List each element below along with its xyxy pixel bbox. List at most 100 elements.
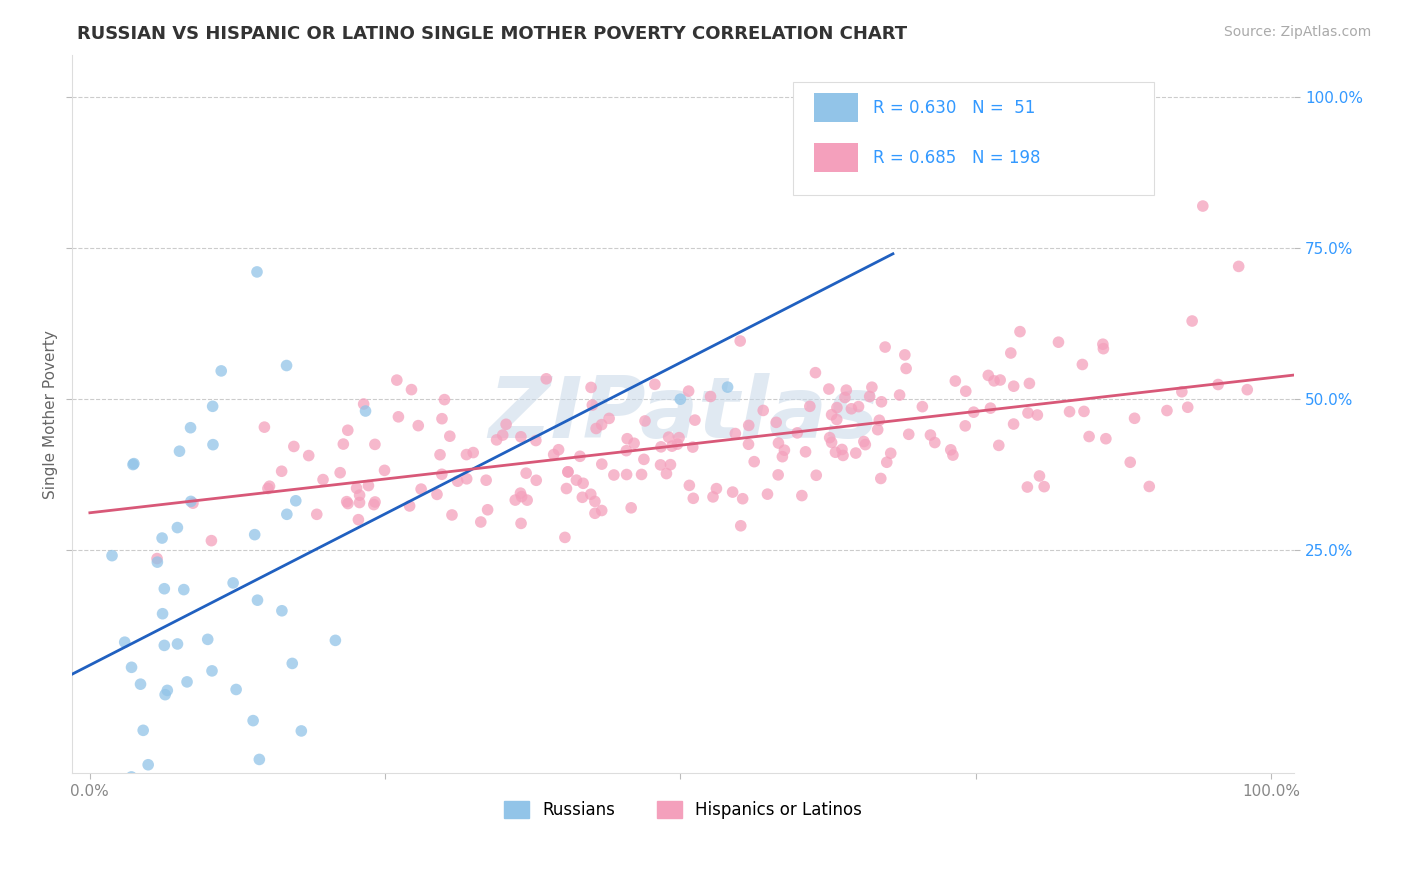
Point xyxy=(939,442,962,457)
Point xyxy=(756,487,779,501)
Point xyxy=(659,458,682,472)
Point xyxy=(129,677,152,691)
Point xyxy=(579,487,602,501)
Point xyxy=(387,409,409,424)
Point xyxy=(1059,405,1081,419)
Point xyxy=(894,348,917,362)
Point xyxy=(148,784,170,798)
Point xyxy=(669,392,692,407)
Point xyxy=(332,437,354,451)
Point xyxy=(222,575,245,590)
Point xyxy=(616,467,638,482)
Point xyxy=(433,392,456,407)
Point xyxy=(509,430,531,444)
Point xyxy=(728,334,751,348)
Point xyxy=(786,425,808,440)
Point xyxy=(831,442,853,457)
Point xyxy=(841,401,863,416)
Point xyxy=(987,438,1010,452)
Point xyxy=(623,436,645,450)
Point xyxy=(583,506,606,520)
Point xyxy=(290,723,312,738)
Point xyxy=(620,500,643,515)
Point xyxy=(866,423,889,437)
Point xyxy=(101,784,124,798)
Point xyxy=(165,784,187,798)
Point xyxy=(354,404,377,418)
Point xyxy=(1181,314,1204,328)
Point xyxy=(554,530,576,544)
Point xyxy=(247,752,270,766)
Point xyxy=(201,664,224,678)
Point xyxy=(276,508,298,522)
Point xyxy=(153,688,176,702)
Point xyxy=(373,463,395,477)
Point xyxy=(209,364,232,378)
Point xyxy=(257,482,280,496)
Point xyxy=(120,770,142,784)
Point xyxy=(721,485,744,500)
Point xyxy=(616,432,638,446)
Point xyxy=(894,361,917,376)
Point xyxy=(411,482,433,496)
Point xyxy=(875,340,897,354)
Point xyxy=(790,489,813,503)
Point xyxy=(129,784,152,798)
Point xyxy=(447,474,470,488)
Point xyxy=(1191,199,1213,213)
Point xyxy=(336,494,359,508)
Point xyxy=(724,426,747,441)
Point xyxy=(644,377,666,392)
Point xyxy=(281,657,304,671)
Point xyxy=(661,439,683,453)
Point xyxy=(485,433,508,447)
Point xyxy=(765,415,787,429)
Point xyxy=(357,478,380,492)
Point xyxy=(766,467,789,482)
Point xyxy=(1002,417,1025,431)
Point xyxy=(1123,411,1146,425)
Point xyxy=(510,516,533,531)
Point xyxy=(298,449,321,463)
Point xyxy=(430,467,453,482)
Point xyxy=(565,473,588,487)
Point xyxy=(794,445,817,459)
Point xyxy=(173,582,195,597)
Point xyxy=(1206,377,1229,392)
Point xyxy=(166,520,188,534)
Point xyxy=(742,455,765,469)
Point xyxy=(1033,480,1056,494)
Y-axis label: Single Mother Poverty: Single Mother Poverty xyxy=(44,330,58,499)
Text: R = 0.685   N = 198: R = 0.685 N = 198 xyxy=(873,149,1040,167)
Point xyxy=(1047,335,1070,350)
Point xyxy=(440,508,463,522)
Point xyxy=(955,384,977,399)
Point xyxy=(146,551,169,566)
Point xyxy=(1078,429,1101,443)
Point xyxy=(456,472,478,486)
Point xyxy=(121,660,143,674)
Point xyxy=(463,445,485,459)
Point xyxy=(305,508,328,522)
Point xyxy=(770,450,793,464)
Point xyxy=(1119,455,1142,469)
Point xyxy=(336,423,359,437)
Point xyxy=(169,444,191,458)
Text: Source: ZipAtlas.com: Source: ZipAtlas.com xyxy=(1223,25,1371,39)
Point xyxy=(832,449,855,463)
Point xyxy=(406,418,429,433)
Point xyxy=(702,490,724,504)
Point xyxy=(98,784,121,798)
Point xyxy=(603,467,626,482)
Point xyxy=(1236,383,1258,397)
Point xyxy=(259,479,281,493)
Point xyxy=(706,482,728,496)
Point xyxy=(1026,408,1049,422)
Point xyxy=(152,607,174,621)
Point xyxy=(363,498,385,512)
Point xyxy=(979,401,1001,416)
Point xyxy=(509,486,531,500)
Point xyxy=(852,434,875,449)
Point xyxy=(364,437,387,451)
Point xyxy=(835,383,858,397)
